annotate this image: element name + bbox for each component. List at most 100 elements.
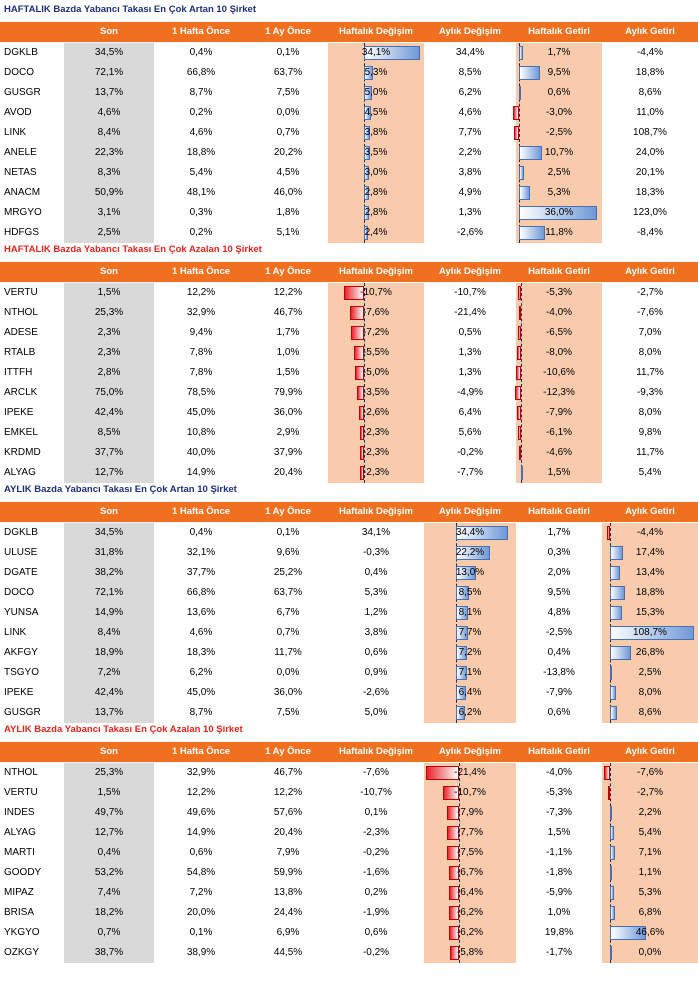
- value-cell: 0,6%: [547, 87, 571, 98]
- positive-data-bar: [364, 226, 368, 240]
- value-cell: 50,9%: [94, 187, 124, 198]
- column-header: Haftalık Getiri: [528, 506, 590, 517]
- value-cell: -7,6%: [636, 307, 664, 318]
- value-cell: -7,6%: [636, 767, 664, 778]
- stock-code: IPEKE: [4, 687, 34, 698]
- value-cell: 0,4%: [547, 647, 571, 658]
- value-cell: 4,6%: [97, 107, 121, 118]
- value-cell: 6,7%: [276, 607, 300, 618]
- value-cell: 8,1%: [458, 607, 482, 618]
- value-cell: 37,7%: [186, 567, 216, 578]
- value-cell: 14,9%: [186, 467, 216, 478]
- table-row: HDFGS 2,5% 0,2% 5,1% 2,4% -2,6% 11,8% -8,4%: [0, 223, 698, 243]
- zero-axis-line: [364, 283, 365, 483]
- value-cell: -10,6%: [543, 367, 575, 378]
- value-cell: 5,4%: [638, 827, 662, 838]
- value-cell: 8,5%: [458, 67, 482, 78]
- value-cell: 5,0%: [364, 707, 388, 718]
- table-row: AKFGY 18,9% 18,3% 11,7% 0,6% 7,2% 0,4% 26,8%: [0, 643, 698, 663]
- positive-data-bar: [610, 646, 631, 660]
- value-cell: 45,0%: [186, 687, 216, 698]
- value-cell: -21,4%: [454, 767, 486, 778]
- stock-code: MIPAZ: [4, 887, 34, 898]
- value-cell: 7,4%: [97, 887, 121, 898]
- value-cell: 32,1%: [186, 547, 216, 558]
- zero-axis-line: [610, 523, 611, 723]
- stock-code: GUSGR: [4, 707, 41, 718]
- stock-code: DGKLB: [4, 527, 38, 538]
- column-header: Son: [100, 746, 118, 757]
- value-cell: 11,8%: [545, 227, 573, 238]
- value-cell: 13,7%: [94, 707, 124, 718]
- value-cell: 4,5%: [364, 107, 388, 118]
- column-header: Haftalık Getiri: [528, 266, 590, 277]
- value-cell: 36,0%: [273, 407, 303, 418]
- highlight-column-band: [328, 43, 424, 243]
- positive-data-bar: [610, 686, 617, 700]
- value-cell: 38,7%: [94, 947, 124, 958]
- value-cell: 46,7%: [273, 307, 303, 318]
- value-cell: 7,8%: [189, 347, 213, 358]
- value-cell: 34,5%: [94, 47, 124, 58]
- value-cell: 34,1%: [361, 527, 391, 538]
- value-cell: -6,2%: [456, 907, 484, 918]
- positive-data-bar: [519, 46, 523, 60]
- value-cell: 0,7%: [97, 927, 121, 938]
- value-cell: 72,1%: [94, 587, 124, 598]
- positive-data-bar: [456, 526, 508, 540]
- value-cell: 0,2%: [189, 107, 213, 118]
- value-cell: 20,2%: [273, 147, 303, 158]
- negative-data-bar: [359, 466, 364, 480]
- value-cell: 7,8%: [189, 367, 213, 378]
- value-cell: 11,7%: [274, 647, 302, 658]
- negative-data-bar: [517, 406, 521, 420]
- value-cell: 11,7%: [636, 367, 664, 378]
- value-cell: 6,2%: [189, 667, 213, 678]
- value-cell: 25,3%: [94, 307, 124, 318]
- value-cell: 8,0%: [638, 347, 662, 358]
- negative-data-bar: [359, 426, 364, 440]
- stock-code: DOCO: [4, 67, 34, 78]
- value-cell: 1,5%: [97, 287, 121, 298]
- value-cell: 8,3%: [97, 167, 121, 178]
- negative-data-bar: [354, 366, 364, 380]
- value-cell: 54,8%: [186, 867, 216, 878]
- value-cell: 22,2%: [455, 547, 485, 558]
- stock-code: TSGYO: [4, 667, 40, 678]
- column-header: Aylık Getiri: [625, 506, 675, 517]
- negative-data-bar: [517, 346, 521, 360]
- stock-code: ALYAG: [4, 827, 36, 838]
- positive-data-bar: [519, 186, 531, 200]
- positive-data-bar: [610, 546, 624, 560]
- value-cell: 5,3%: [638, 887, 662, 898]
- positive-data-bar: [364, 146, 370, 160]
- value-cell: 12,2%: [273, 787, 303, 798]
- value-cell: 66,8%: [186, 587, 216, 598]
- value-cell: 1,5%: [547, 827, 571, 838]
- value-cell: 5,3%: [364, 587, 388, 598]
- value-cell: -4,0%: [545, 767, 573, 778]
- positive-data-bar: [610, 806, 612, 820]
- positive-data-bar: [456, 686, 466, 700]
- value-cell: -4,6%: [545, 447, 573, 458]
- stock-code: BRISA: [4, 907, 35, 918]
- value-cell: 19,8%: [544, 927, 574, 938]
- value-cell: 4,9%: [458, 187, 482, 198]
- value-cell: 13,7%: [94, 87, 124, 98]
- positive-data-bar: [456, 666, 467, 680]
- value-cell: 0,0%: [276, 667, 300, 678]
- value-cell: 7,2%: [458, 647, 482, 658]
- value-cell: -2,6%: [362, 407, 390, 418]
- value-cell: 44,5%: [273, 947, 303, 958]
- value-cell: 2,8%: [364, 207, 388, 218]
- value-cell: -7,9%: [545, 687, 573, 698]
- value-cell: 4,6%: [189, 127, 213, 138]
- value-cell: -5,8%: [456, 947, 484, 958]
- value-cell: 1,1%: [638, 867, 662, 878]
- value-cell: 1,2%: [364, 607, 388, 618]
- positive-data-bar: [610, 566, 621, 580]
- value-cell: 46,6%: [635, 927, 665, 938]
- table-header: Son 1 Hafta Önce 1 Ay Önce Haftalık Değişim…: [0, 502, 698, 522]
- value-cell: 24,4%: [273, 907, 303, 918]
- negative-data-bar: [517, 326, 521, 340]
